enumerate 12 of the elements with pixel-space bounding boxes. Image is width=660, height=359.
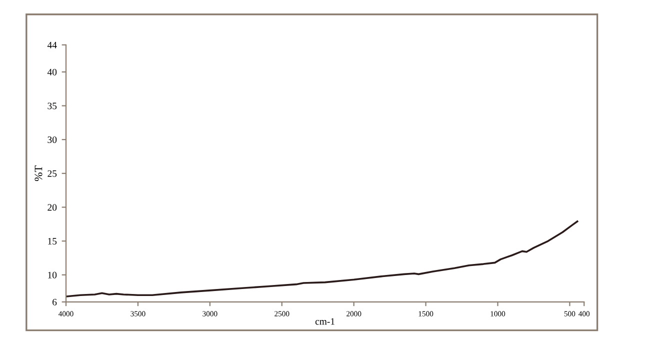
y-tick-label: 35 <box>48 102 57 110</box>
y-axis-title: %T <box>34 166 42 182</box>
y-tick-label: 25 <box>48 170 57 177</box>
y-tick-label: 15 <box>48 238 57 245</box>
y-tick-label: 30 <box>48 136 57 144</box>
y-tick-label: 40 <box>47 68 57 76</box>
y-tick-label: 6 <box>52 298 57 306</box>
y-tick-label: 20 <box>48 204 57 211</box>
line-series <box>66 220 578 298</box>
y-tick-label: 10 <box>48 272 57 278</box>
x-axis-title: cm-1 <box>315 318 334 325</box>
y-tick-label: 44 <box>47 42 57 48</box>
